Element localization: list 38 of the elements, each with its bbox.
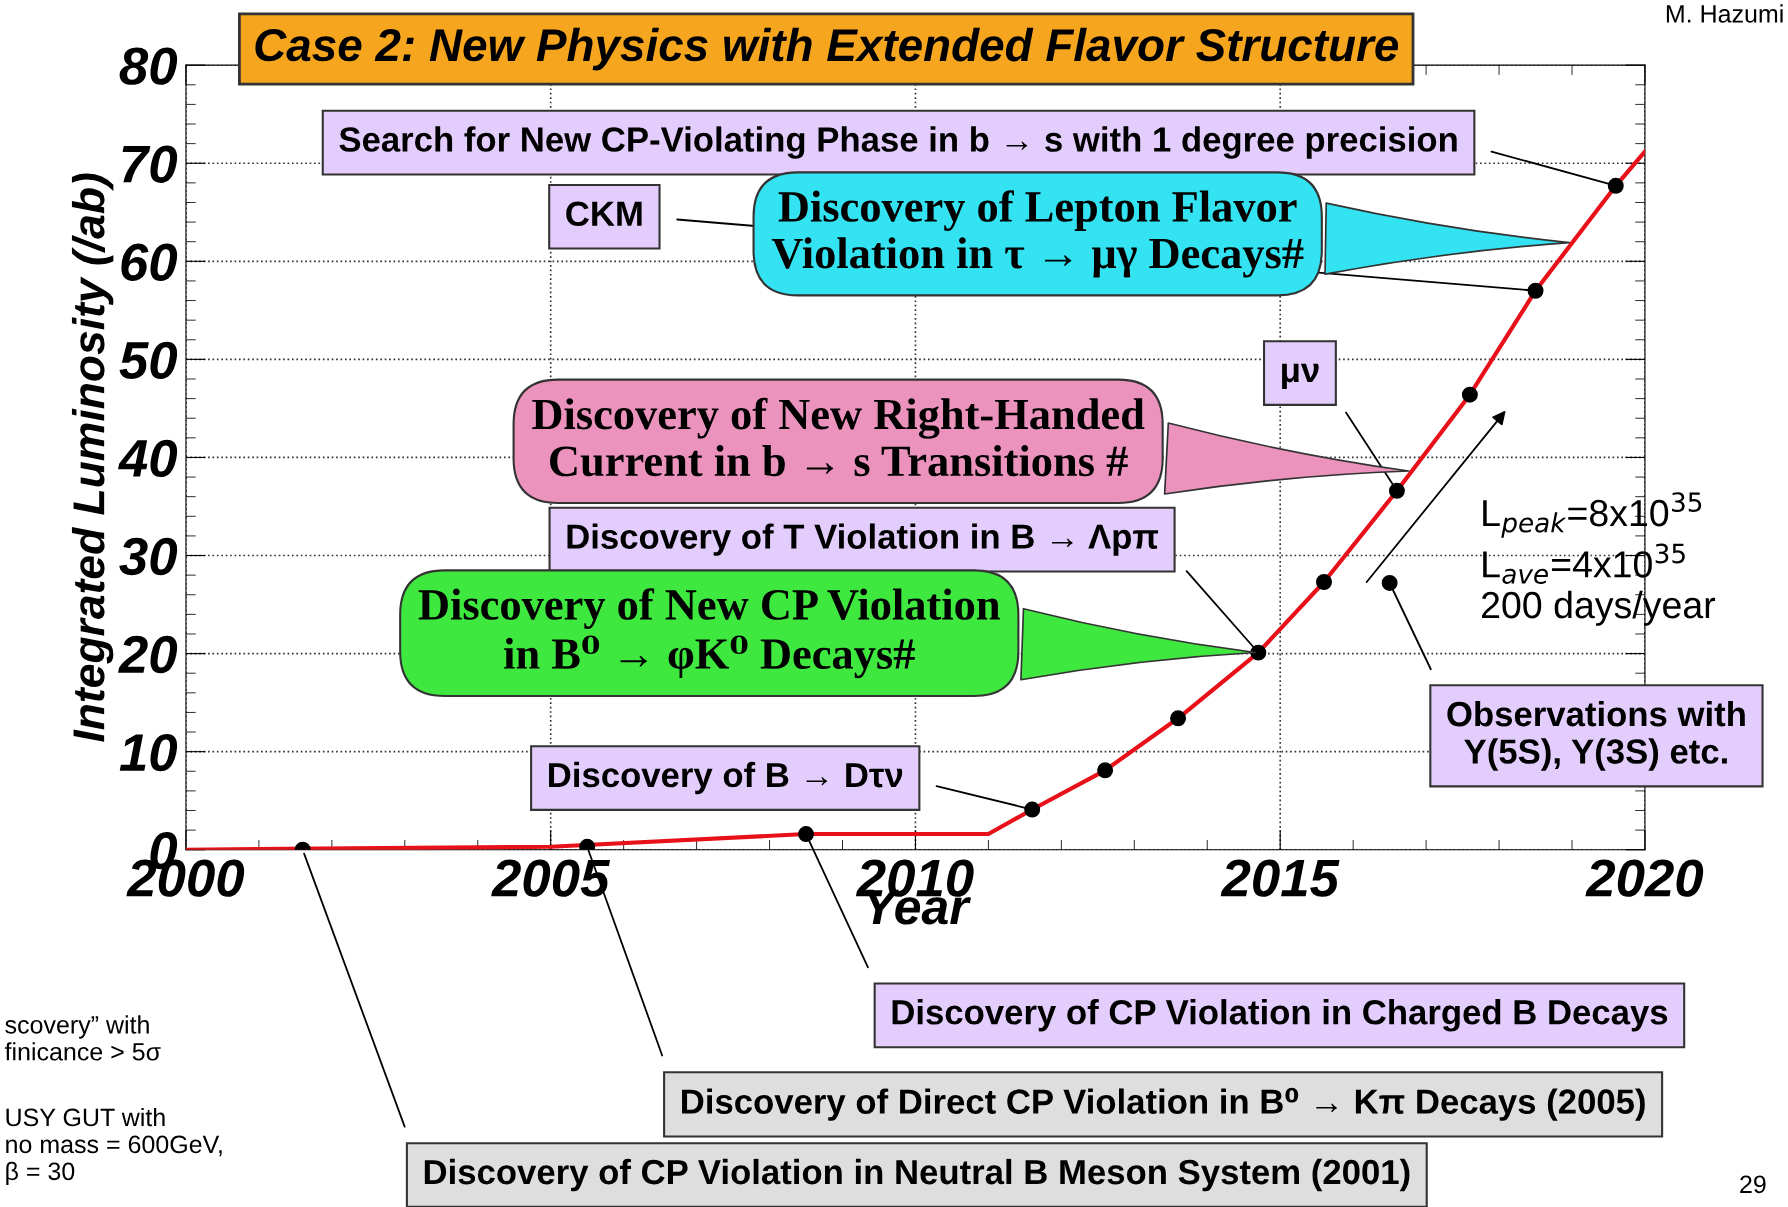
annotation: Discovery of T Violation in B → Λpπ [567,523,1159,556]
y-tick-label: 40 [118,439,178,478]
annotation: Discovery of CP Violation in Neutral B Meson System (2001) [424,1158,1410,1192]
text: 29 [1740,1175,1766,1194]
x-tick-label: 2020 [1585,859,1704,897]
text: scovery” with finicance > 5σ [4,1015,161,1061]
annotation: Discovery of B → Dτν [549,761,903,795]
point [798,826,815,843]
y-tick-label: 70 [122,145,178,183]
point [1388,482,1405,499]
annotation: Discovery of Lepton Flavor Violation in τ → μγ Decays# [771,190,1304,278]
point [1381,575,1398,591]
y-tick-label: 30 [119,537,178,576]
point [1607,177,1624,194]
point [1527,282,1544,299]
annotation: Discovery of New CP Violation in B⁰ → φK⁰ Decays# [418,588,1000,679]
y-tick-label: 60 [121,243,178,281]
point [1097,762,1114,779]
point [1315,574,1332,590]
text: USY GUT with no mass = 600GeV, β = 30 [6,1107,222,1186]
y-tick-label: 80 [119,47,178,85]
annotation: CKM [566,201,642,227]
y-tick-label: 10 [119,733,178,772]
chart-title: Case 2: New Physics with Extended Flavor Structure [255,27,1399,71]
annotation: Discovery of New Right-Handed Current in b → s Transitions # [532,397,1145,477]
annotation: Search for New CP-Violating Phase in b → s with 1 degree precision [339,126,1457,159]
annotation: μν [1282,363,1319,390]
y-tick-label: 20 [118,635,178,674]
text: M. Hazumi [1666,4,1783,23]
point [1024,801,1041,818]
x-tick-label: 2015 [1220,859,1340,897]
annotation: Discovery of CP Violation in Charged B Decays [892,999,1668,1032]
point [1170,710,1187,727]
y-axis-title: Integrated Luminosity (/ab) [71,173,114,742]
y-tick-label: 50 [119,341,178,380]
point [1461,386,1478,403]
annotation: Discovery of Direct CP Violation in B⁰ → Kπ Decays (2005) [682,1087,1645,1121]
annotation: Observations with Υ(5S), Υ(3S) etc. [1447,700,1745,771]
